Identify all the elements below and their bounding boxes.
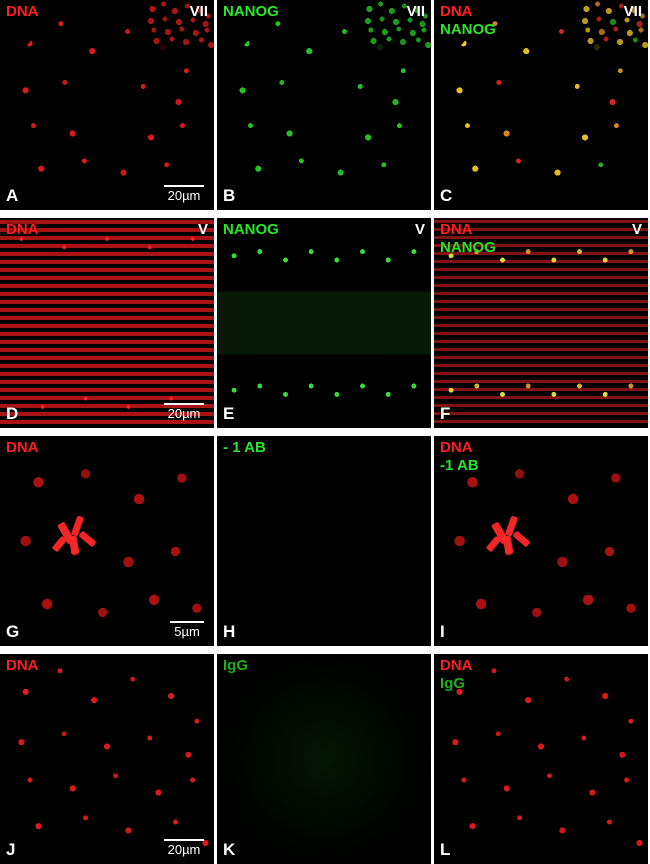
- stage-label: VII: [407, 4, 425, 19]
- scale-bar: 20µm: [164, 185, 204, 202]
- panel-I: DNA -1 AB I: [434, 436, 648, 646]
- panel-letter: J: [6, 841, 15, 858]
- stage-label: VII: [624, 4, 642, 19]
- scale-bar-text: 5µm: [174, 625, 200, 638]
- panel-F: DNA NANOG V F: [434, 218, 648, 428]
- channel-label: DNA: [6, 4, 39, 19]
- micrograph: [0, 218, 214, 428]
- micrograph: [434, 654, 648, 864]
- channel-label: IgG: [440, 676, 465, 691]
- channel-label: - 1 AB: [223, 440, 266, 455]
- scale-bar-text: 20µm: [168, 189, 201, 202]
- scale-bar: 5µm: [170, 621, 204, 638]
- channel-label: DNA: [440, 222, 473, 237]
- panel-K: IgG K: [217, 654, 431, 864]
- micrograph: [0, 0, 214, 210]
- panel-G: DNA G 5µm: [0, 436, 214, 646]
- channel-label: NANOG: [440, 22, 496, 37]
- panel-J: DNA J 20µm: [0, 654, 214, 864]
- figure-grid: DNA VII A 20µm NANOG VII B DNA NANOG VII C DNA V D 20µ…: [0, 0, 650, 864]
- micrograph: [217, 0, 431, 210]
- channel-label: IgG: [223, 658, 248, 673]
- stage-label: VII: [190, 4, 208, 19]
- panel-B: NANOG VII B: [217, 0, 431, 210]
- panel-letter: A: [6, 187, 18, 204]
- micrograph: [0, 436, 214, 646]
- channel-label: DNA: [6, 222, 39, 237]
- scale-bar-text: 20µm: [168, 407, 201, 420]
- micrograph: [0, 654, 214, 864]
- panel-letter: I: [440, 623, 445, 640]
- panel-H: - 1 AB H: [217, 436, 431, 646]
- panel-letter: C: [440, 187, 452, 204]
- micrograph: [217, 654, 431, 864]
- panel-letter: D: [6, 405, 18, 422]
- channel-label: DNA: [6, 440, 39, 455]
- panel-letter: E: [223, 405, 234, 422]
- channel-label: DNA: [440, 4, 473, 19]
- scale-bar: 20µm: [164, 839, 204, 856]
- channel-label: DNA: [6, 658, 39, 673]
- panel-letter: K: [223, 841, 235, 858]
- panel-D: DNA V D 20µm: [0, 218, 214, 428]
- panel-letter: F: [440, 405, 450, 422]
- stage-label: V: [632, 222, 642, 237]
- stage-label: V: [198, 222, 208, 237]
- micrograph: [217, 218, 431, 428]
- panel-letter: G: [6, 623, 19, 640]
- panel-L: DNA IgG L: [434, 654, 648, 864]
- stage-label: V: [415, 222, 425, 237]
- panel-letter: B: [223, 187, 235, 204]
- panel-A: DNA VII A 20µm: [0, 0, 214, 210]
- panel-C: DNA NANOG VII C: [434, 0, 648, 210]
- scale-bar: 20µm: [164, 403, 204, 420]
- channel-label: DNA: [440, 658, 473, 673]
- channel-label: NANOG: [440, 240, 496, 255]
- panel-E: NANOG V E: [217, 218, 431, 428]
- channel-label: DNA: [440, 440, 473, 455]
- panel-letter: H: [223, 623, 235, 640]
- panel-letter: L: [440, 841, 450, 858]
- channel-label: -1 AB: [440, 458, 479, 473]
- micrograph: [217, 436, 431, 646]
- channel-label: NANOG: [223, 222, 279, 237]
- channel-label: NANOG: [223, 4, 279, 19]
- scale-bar-text: 20µm: [168, 843, 201, 856]
